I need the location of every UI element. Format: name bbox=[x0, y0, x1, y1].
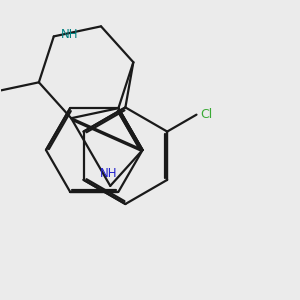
Text: NH: NH bbox=[61, 28, 79, 41]
Text: NH: NH bbox=[100, 167, 117, 180]
Text: Cl: Cl bbox=[200, 108, 212, 121]
